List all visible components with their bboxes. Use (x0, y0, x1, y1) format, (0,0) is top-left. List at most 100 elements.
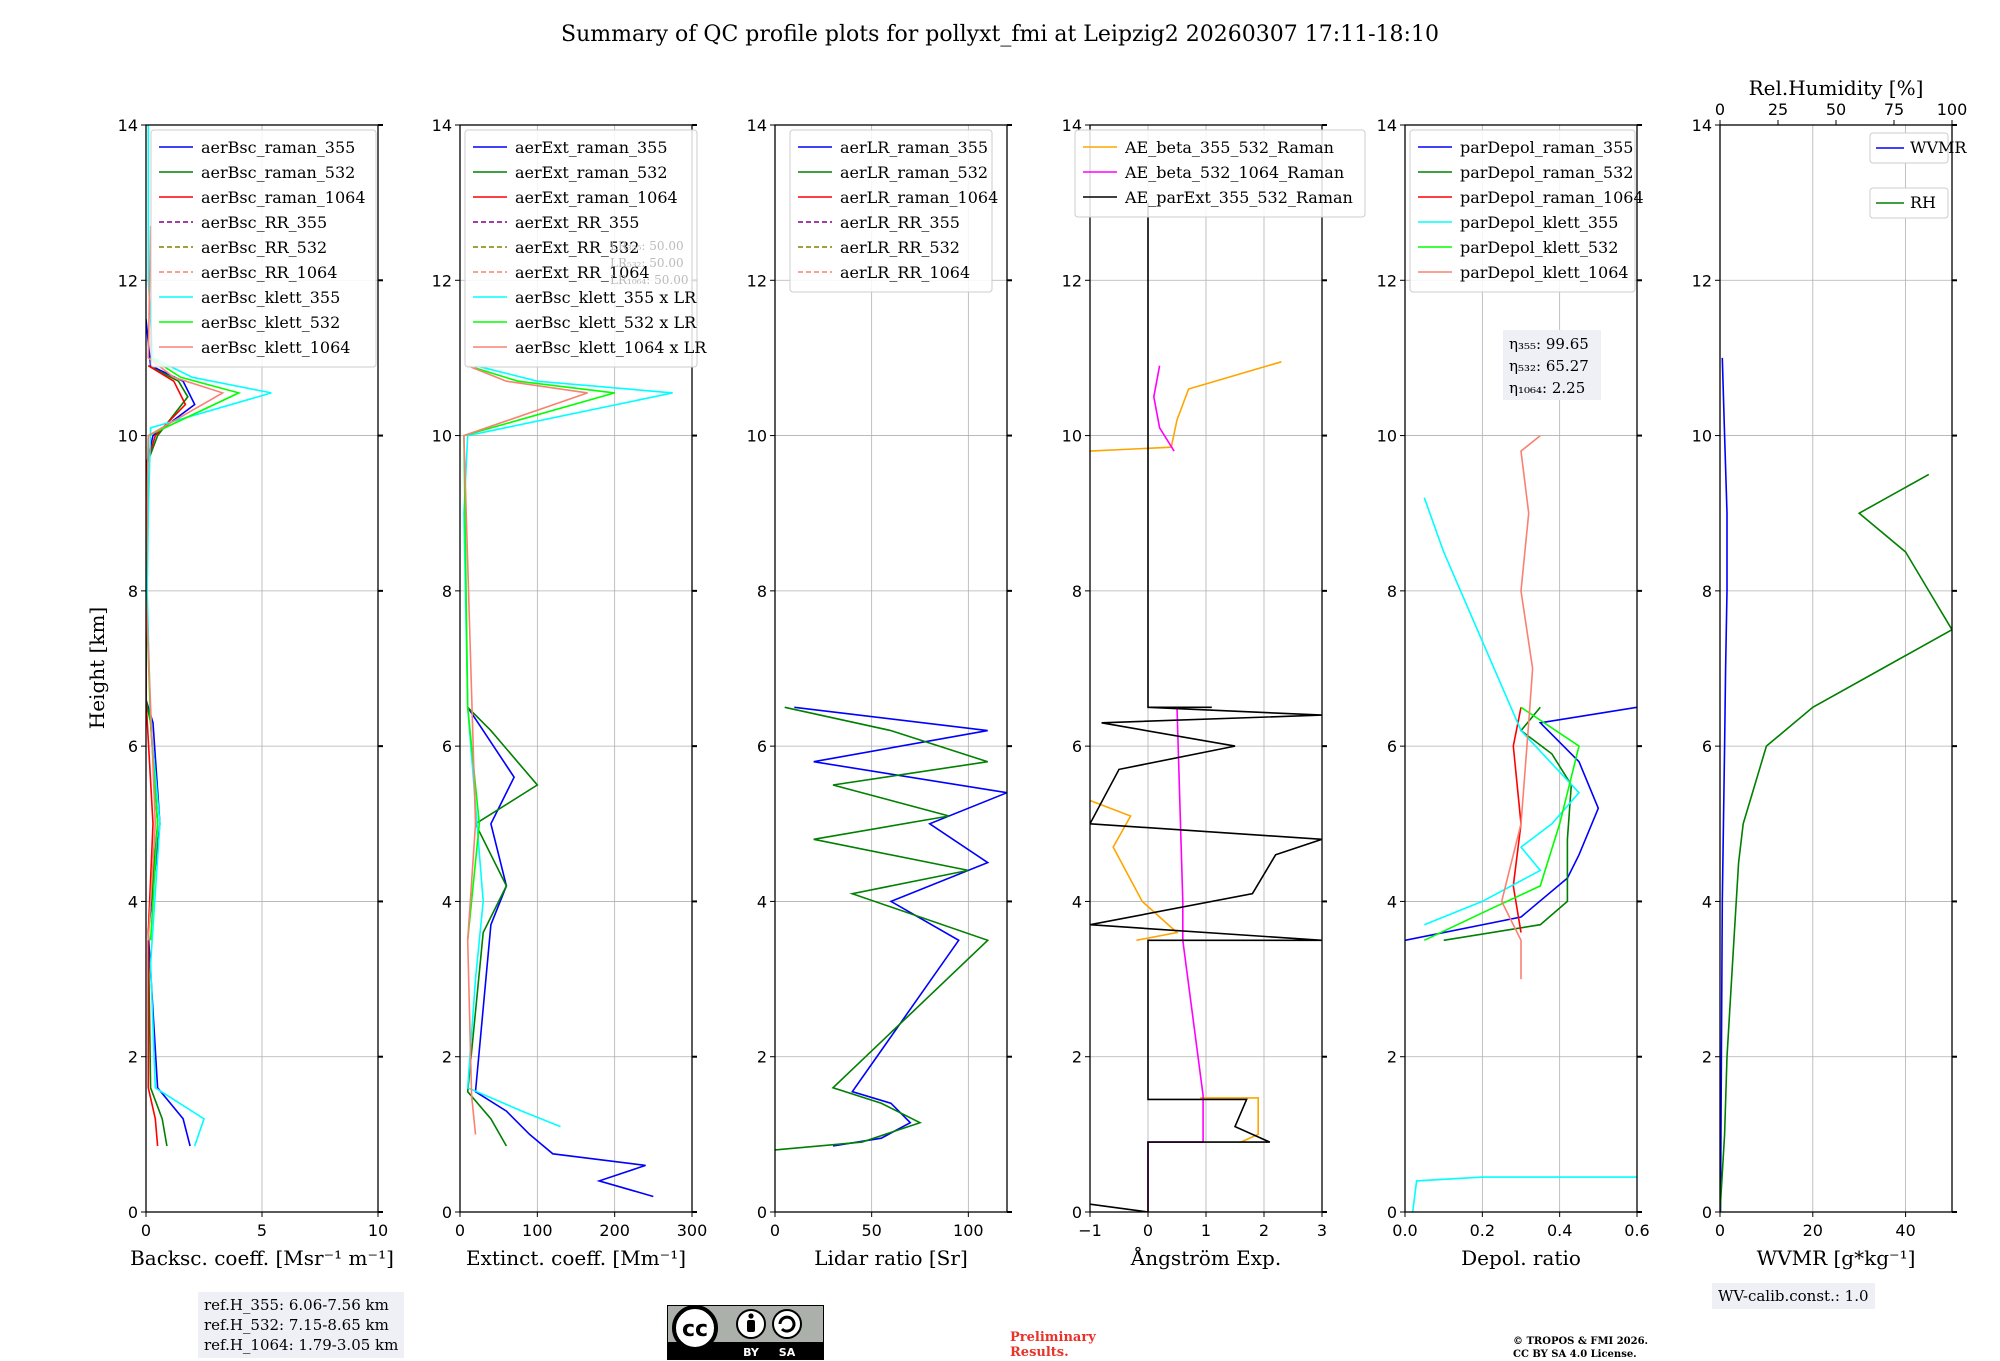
legend-box (1409, 129, 1636, 293)
x-tick-label: 10 (368, 1221, 388, 1240)
x-tick-label: 200 (599, 1221, 630, 1240)
lr-annotation: LR₅₃₂: 50.00 (610, 256, 684, 270)
series-AE_beta_355_532_Raman_b (1090, 799, 1179, 942)
series-AE_beta_532_1064_Raman (1147, 707, 1204, 1212)
wv-calib-constant: WV-calib.const.: 1.0 (1718, 1287, 1869, 1305)
x-axis-label: Backsc. coeff. [Msr⁻¹ m⁻¹] (130, 1246, 394, 1270)
top-x-tick-label: 25 (1768, 100, 1788, 119)
legend-label: aerBsc_RR_1064 (201, 263, 337, 282)
y-tick-label: 4 (1387, 892, 1397, 911)
sa-share-icon (772, 1309, 802, 1339)
legend-label: AE_beta_355_532_Raman (1124, 138, 1334, 157)
axes-frame (1719, 124, 1953, 1213)
x-tick-label: 0 (1143, 1221, 1153, 1240)
y-tick-label: 8 (757, 582, 767, 601)
x-tick-label: 40 (1895, 1221, 1915, 1240)
y-tick-label: 8 (442, 582, 452, 601)
preliminary-line-1: Preliminary (1010, 1330, 1096, 1345)
y-tick-label: 4 (1702, 892, 1712, 911)
panel-ext: 0 2 4 6 8 10 12 14 0 100 200 300 Extinct. coeff. [Mm… (432, 116, 708, 1270)
x-tick-label: 0 (770, 1221, 780, 1240)
copyright-note: © TROPOS & FMI 2026. CC BY SA 4.0 Licens… (1513, 1335, 1648, 1361)
x-tick-label: 0 (1715, 1221, 1725, 1240)
legend-label: parDepol_klett_1064 (1460, 263, 1629, 282)
ref-height-355: ref.H_355: 6.06-7.56 km (204, 1296, 389, 1314)
x-tick-label: 2 (1259, 1221, 1269, 1240)
ref-height-box: ref.H_355: 6.06-7.56 km ref.H_532: 7.15-… (198, 1292, 405, 1358)
y-tick-label: 4 (442, 892, 452, 911)
preliminary-note: Preliminary Results. (1010, 1330, 1096, 1360)
y-tick-label: 0 (1702, 1203, 1712, 1222)
legend-label: aerBsc_raman_355 (201, 138, 355, 157)
legend-box (150, 129, 377, 368)
legend-label: parDepol_raman_532 (1460, 163, 1633, 182)
x-tick-label: 50 (861, 1221, 881, 1240)
y-tick-label: 2 (757, 1048, 767, 1067)
x-tick-label: −1 (1078, 1221, 1102, 1240)
series-aerBsc_raman_532 (146, 364, 189, 1147)
cc-by-label: BY (743, 1346, 760, 1359)
axes-frame (1404, 124, 1638, 1213)
y-tick-label: 8 (1072, 582, 1082, 601)
y-axis-label: Height [km] (85, 607, 109, 729)
legend-label: aerBsc_klett_1064 (201, 338, 350, 357)
y-tick-label: 14 (1692, 116, 1712, 135)
x-tick-label: 1 (1201, 1221, 1211, 1240)
x-axis-label: WVMR [g*kg⁻¹] (1757, 1246, 1916, 1270)
series-aerBsc_klett_532 (146, 357, 242, 941)
series-aerBsc_raman_1064 (146, 365, 187, 1147)
y-tick-label: 14 (747, 116, 767, 135)
x-tick-label: 0.2 (1470, 1221, 1495, 1240)
y-tick-label: 2 (128, 1048, 138, 1067)
legend-label: parDepol_klett_532 (1460, 238, 1618, 257)
y-tick-label: 2 (1387, 1048, 1397, 1067)
y-tick-label: 10 (1692, 427, 1712, 446)
y-tick-label: 10 (432, 427, 452, 446)
series-aerExt_raman_532 (466, 706, 539, 1147)
y-tick-label: 12 (432, 271, 452, 290)
x-tick-label: 300 (677, 1221, 708, 1240)
y-tick-label: 2 (1072, 1048, 1082, 1067)
y-tick-label: 4 (1072, 892, 1082, 911)
legend-label: aerBsc_klett_355 (201, 288, 340, 307)
legend-label: parDepol_raman_1064 (1460, 188, 1644, 207)
y-tick-label: 12 (1692, 271, 1712, 290)
series-aerExt_klett_532_LR (463, 364, 615, 941)
x-axis-label: Lidar ratio [Sr] (814, 1246, 968, 1270)
series-RH (1720, 473, 1952, 1212)
y-tick-label: 12 (747, 271, 767, 290)
series-parDepol_klett_355_b (1423, 497, 1581, 926)
series-group-ext (463, 364, 673, 1198)
series-parDepol_raman_532 (1443, 706, 1573, 942)
wv-calib-box: WV-calib.const.: 1.0 (1712, 1283, 1875, 1309)
y-tick-label: 12 (1062, 271, 1082, 290)
series-aerExt_raman_355 (467, 706, 654, 1198)
legend-box (1074, 129, 1366, 218)
y-tick-label: 14 (118, 116, 138, 135)
legend-box (1869, 187, 1949, 219)
x-tick-label: 20 (1803, 1221, 1823, 1240)
series-group-ae (1090, 202, 1322, 1212)
y-tick-label: 8 (1702, 582, 1712, 601)
cc-circle-icon (672, 1305, 718, 1351)
preliminary-line-2: Results. (1010, 1345, 1069, 1360)
lr-annotation: LR₃₅₅: 50.00 (610, 239, 684, 253)
legend-label: aerBsc_klett_532 (201, 313, 340, 332)
legend-box (1869, 132, 1949, 164)
copyright-line-2: CC BY SA 4.0 License. (1513, 1349, 1637, 1360)
y-tick-label: 6 (1072, 737, 1082, 756)
figure-title: Summary of QC profile plots for pollyxt_… (561, 22, 1439, 47)
series-group-depol (1405, 434, 1637, 1212)
series-aerBsc_raman_355 (146, 319, 196, 1147)
top-x-tick-label: 100 (1937, 100, 1968, 119)
x-tick-label: 0.6 (1624, 1221, 1649, 1240)
x-tick-label: 0.4 (1547, 1221, 1572, 1240)
x-axis-label: Ångström Exp. (1130, 1245, 1281, 1270)
axes-frame (459, 124, 693, 1213)
axes-frame (774, 124, 1008, 1213)
y-tick-label: 6 (1387, 737, 1397, 756)
x-tick-label: 0 (455, 1221, 465, 1240)
legend-label: WVMR (1910, 138, 1967, 157)
